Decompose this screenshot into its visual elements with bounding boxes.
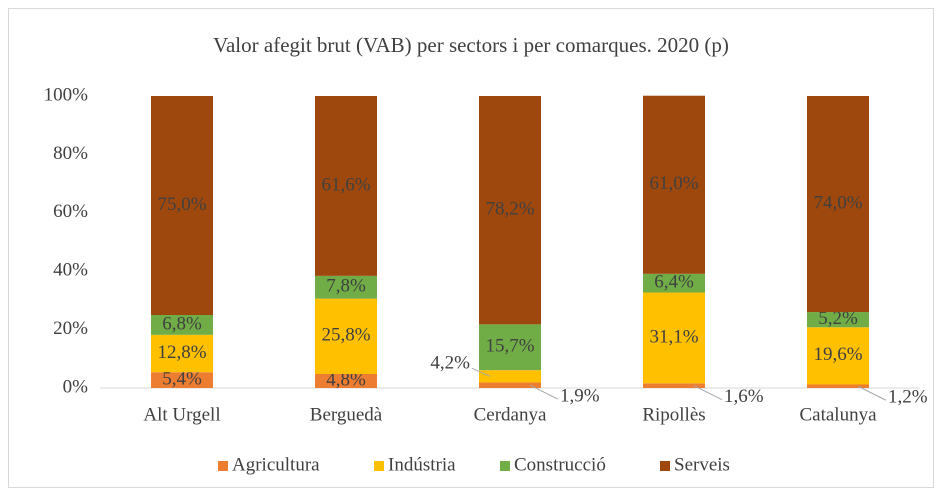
bar-segment	[315, 275, 377, 299]
data-label: 12,8%	[157, 342, 206, 363]
x-tick-label: Berguedà	[310, 404, 383, 425]
data-label: 4,2%	[430, 353, 470, 374]
legend-swatch	[218, 461, 228, 471]
x-tick-label: Catalunya	[799, 404, 877, 425]
bar-segment	[151, 315, 213, 335]
bar-segment	[151, 334, 213, 373]
bar-segment	[807, 384, 869, 388]
data-label: 15,7%	[485, 336, 534, 357]
bar-segment	[315, 373, 377, 388]
legend-label: Agricultura	[232, 454, 320, 475]
leader-line	[529, 384, 559, 400]
leader-line	[471, 367, 491, 377]
bar-segment	[315, 96, 377, 276]
data-label: 19,6%	[813, 344, 862, 365]
legend-label: Serveis	[674, 454, 730, 475]
data-label: 6,4%	[654, 272, 694, 293]
data-label: 4,8%	[326, 369, 366, 390]
data-label: 78,2%	[485, 199, 534, 220]
data-label: 75,0%	[157, 194, 206, 215]
bar-segment	[643, 95, 705, 274]
data-label: 7,8%	[326, 276, 366, 297]
chart-title: Valor afegit brut (VAB) per sectors i pe…	[213, 33, 729, 57]
data-label: 1,9%	[560, 386, 600, 407]
y-tick-label: 100%	[44, 84, 89, 105]
leader-line	[693, 385, 723, 401]
bar-segment	[643, 273, 705, 293]
bar-segment	[807, 327, 869, 385]
bar-segment	[807, 312, 869, 328]
legend-swatch	[500, 461, 510, 471]
bar-segment	[479, 382, 541, 388]
data-label: 1,6%	[724, 386, 764, 407]
bar-segment	[807, 96, 869, 313]
x-tick-label: Alt Urgell	[143, 404, 220, 425]
leader-line	[857, 385, 887, 401]
y-tick-label: 0%	[63, 376, 89, 397]
data-label: 1,2%	[888, 387, 928, 408]
bar-segment	[479, 96, 541, 325]
bar-segment	[151, 372, 213, 388]
y-tick-label: 40%	[53, 260, 88, 281]
bar-segment	[643, 383, 705, 388]
data-label: 6,8%	[162, 313, 202, 334]
data-label: 74,0%	[813, 192, 862, 213]
bar-segment	[479, 324, 541, 371]
data-label: 61,6%	[321, 174, 370, 195]
data-label: 5,4%	[162, 368, 202, 389]
data-label: 31,1%	[649, 326, 698, 347]
legend-label: Construcció	[514, 454, 606, 475]
data-label: 25,8%	[321, 325, 370, 346]
bar-segment	[479, 370, 541, 383]
data-label: 61,0%	[649, 173, 698, 194]
bar-segment	[315, 298, 377, 374]
bar-segment	[151, 96, 213, 315]
legend-swatch	[374, 461, 384, 471]
x-tick-label: Cerdanya	[474, 404, 547, 425]
data-label: 5,2%	[818, 308, 858, 329]
y-tick-label: 80%	[53, 143, 88, 164]
legend-label: Indústria	[388, 454, 456, 475]
y-tick-label: 60%	[53, 201, 88, 222]
legend-swatch	[660, 461, 670, 471]
bar-segment	[643, 292, 705, 384]
y-tick-label: 20%	[53, 318, 88, 339]
x-tick-label: Ripollès	[642, 404, 705, 425]
